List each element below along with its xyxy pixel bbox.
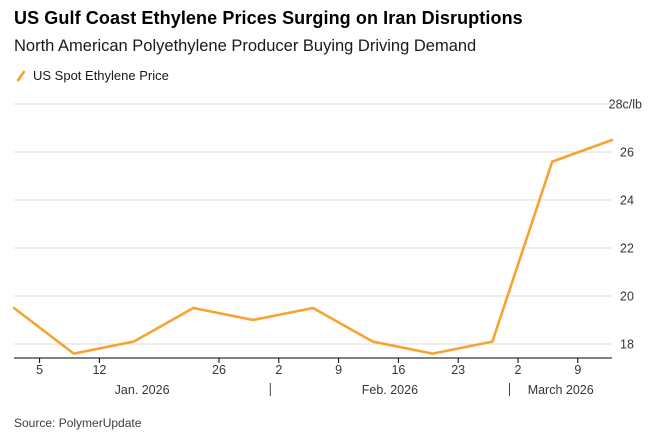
y-axis-tick-label: 20 (620, 290, 634, 304)
x-axis-tick-label: 2 (515, 363, 522, 377)
legend: US Spot Ethylene Price (15, 68, 169, 83)
x-axis-month-label: March 2026 (528, 383, 594, 397)
x-axis-month-label: Jan. 2026 (115, 383, 170, 397)
x-axis-tick-label: 16 (391, 363, 405, 377)
x-axis-tick-label: 12 (92, 363, 106, 377)
x-axis-tick-label: 9 (335, 363, 342, 377)
x-axis-tick-label: 5 (36, 363, 43, 377)
y-axis-tick-label: 26 (620, 146, 634, 160)
chart-title: US Gulf Coast Ethylene Prices Surging on… (14, 8, 523, 28)
price-line (12, 138, 614, 355)
y-axis-unit-label: 28c/lb (609, 98, 642, 112)
y-axis-tick-label: 24 (620, 194, 634, 208)
x-axis-tick-label: 2 (275, 363, 282, 377)
x-axis-tick-label: 26 (212, 363, 226, 377)
series-line-icon (16, 69, 26, 82)
source-note: Source: PolymerUpdate (14, 416, 142, 430)
chart-subtitle: North American Polyethylene Producer Buy… (14, 37, 477, 55)
x-axis-tick-label: 9 (574, 363, 581, 377)
legend-label: US Spot Ethylene Price (33, 68, 169, 83)
x-axis-month-label: Feb. 2026 (362, 383, 418, 397)
y-axis-tick-label: 22 (620, 242, 634, 256)
y-axis-tick-label: 18 (620, 338, 634, 352)
x-axis-tick-label: 23 (451, 363, 465, 377)
